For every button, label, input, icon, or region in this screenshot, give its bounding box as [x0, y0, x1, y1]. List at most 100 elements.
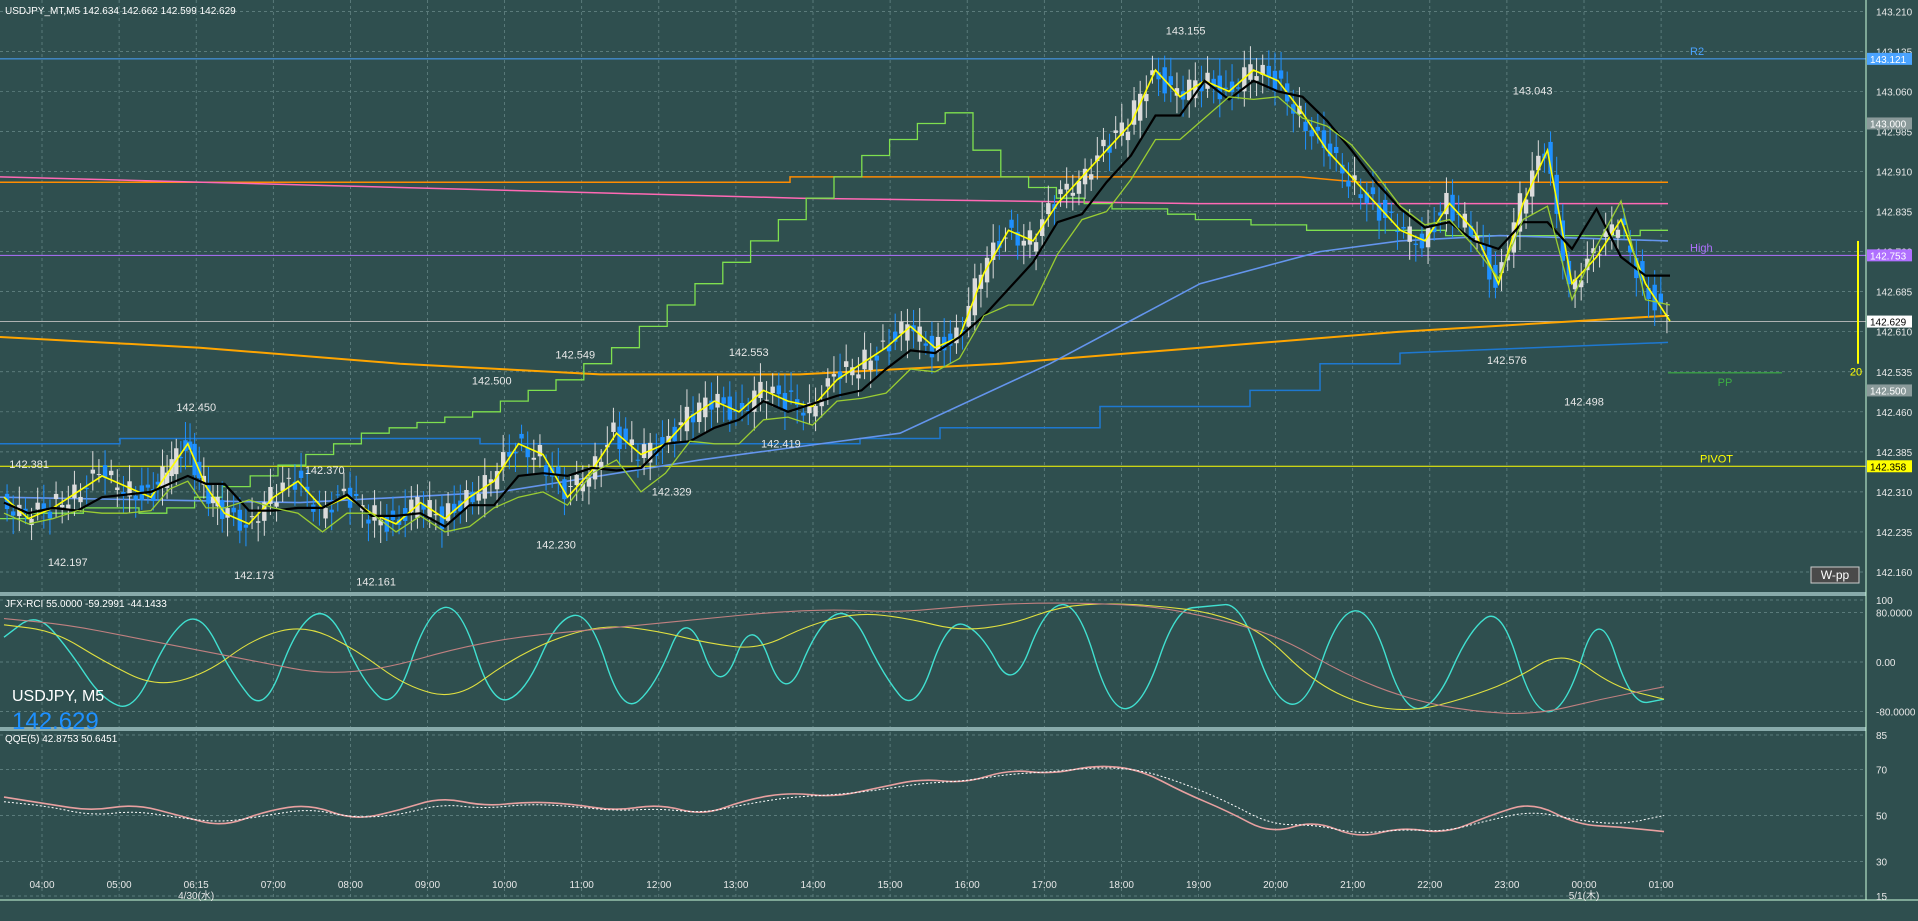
candle-body — [1413, 243, 1419, 245]
price-annotation: 142.381 — [9, 459, 49, 471]
price-annotation: 142.197 — [48, 557, 88, 569]
qqe-tick-label: 30 — [1876, 858, 1888, 869]
candle-body — [764, 399, 769, 401]
candle-body — [801, 412, 806, 416]
level-label: High — [1690, 242, 1713, 254]
candle-body — [684, 406, 690, 432]
rci-tick-label: 0.00 — [1876, 658, 1896, 669]
level-axis-text: 142.358 — [1870, 462, 1907, 473]
price-tick-label: 142.910 — [1876, 168, 1913, 179]
date-label: 4/30(水) — [178, 890, 214, 902]
candle-body — [470, 491, 475, 503]
candle-body — [1566, 260, 1572, 285]
candle-body — [997, 240, 1002, 248]
candle-body — [1291, 104, 1296, 114]
price-annotation: 142.173 — [234, 570, 274, 582]
candle-body — [1174, 88, 1180, 96]
candle-body — [507, 451, 512, 457]
candle-body — [1272, 70, 1278, 92]
axes: 04:00 05:00 06:15 07:00 08:00 09:00 10:00 11:00… — [29, 7, 1915, 903]
candle-body — [1107, 145, 1112, 153]
candle-body — [647, 442, 653, 463]
candle-body — [782, 393, 788, 412]
candle-body — [1438, 212, 1443, 216]
price-annotation: 142.498 — [1564, 397, 1604, 409]
time-tick-label: 12:00 — [646, 880, 671, 891]
candle-body — [1646, 287, 1651, 299]
candle-body — [513, 452, 518, 454]
candle-body — [41, 503, 47, 511]
candle-body — [1444, 192, 1449, 215]
candle-body — [160, 466, 165, 488]
candle-body — [574, 474, 579, 486]
axis-mark-text: 143.000 — [1870, 119, 1907, 130]
price-tick-label: 143.210 — [1876, 7, 1913, 18]
price-tick-label: 142.985 — [1876, 127, 1913, 138]
candle-body — [745, 409, 751, 412]
candle-body — [696, 402, 702, 423]
candle-body — [298, 470, 304, 478]
price-tick-label: 142.160 — [1876, 568, 1913, 579]
main-header: USDJPY_MT,M5 142.634 142.662 142.599 142… — [5, 6, 236, 17]
candle-body — [1315, 126, 1321, 131]
rci-header: JFX-RCI 55.0000 -59.2991 -44.1433 — [5, 599, 167, 610]
candle-body — [1640, 261, 1645, 281]
wpp-badge[interactable]: W-pp — [1821, 568, 1850, 582]
candle-body — [1615, 229, 1621, 238]
candle-body — [1052, 204, 1057, 210]
candle-body — [813, 405, 818, 417]
price-tick-label: 142.835 — [1876, 208, 1913, 219]
candle-body — [905, 324, 910, 341]
candle-body — [752, 390, 757, 412]
qqe-panel[interactable] — [3, 765, 1665, 836]
candle-body — [1150, 70, 1155, 76]
candle-body — [837, 371, 843, 379]
candle-body — [929, 335, 935, 358]
rci-panel[interactable] — [3, 602, 1665, 714]
wpp-badge-box[interactable] — [1810, 566, 1860, 584]
candle-body — [1046, 203, 1051, 215]
candle-body — [1658, 293, 1664, 304]
qqe-tick-label: 50 — [1876, 812, 1888, 823]
date-label: 5/1(木) — [1569, 890, 1600, 902]
panel-separator-1[interactable] — [0, 592, 1866, 596]
candle-body — [1064, 183, 1069, 190]
candle-body — [329, 509, 334, 513]
candle-body — [874, 355, 880, 361]
candle-body — [537, 444, 543, 457]
time-tick-label: 19:00 — [1186, 880, 1211, 891]
candle-body — [1364, 192, 1370, 204]
candle-body — [892, 331, 898, 342]
candle-body — [10, 511, 16, 516]
time-tick-label: 23:00 — [1494, 880, 1519, 891]
price-annotation: 142.553 — [729, 347, 769, 359]
candle-body — [1340, 164, 1345, 174]
price-tick-label: 142.610 — [1876, 328, 1913, 339]
candle-body — [586, 477, 592, 487]
time-tick-label: 20:00 — [1263, 880, 1288, 891]
candle-body — [133, 495, 138, 501]
candle-body — [899, 321, 904, 334]
candle-body — [1058, 189, 1063, 195]
qqe-tick-label: 70 — [1876, 766, 1888, 777]
candle-body — [1597, 254, 1602, 256]
candle-body — [4, 493, 10, 509]
pink-line — [0, 176, 1668, 205]
current-price-tag — [1867, 315, 1912, 328]
candle-body — [1211, 78, 1216, 88]
candle-body — [1395, 231, 1400, 233]
candle-body — [1229, 81, 1235, 93]
candle-body — [341, 488, 347, 492]
level-axis-text: 142.753 — [1870, 251, 1907, 262]
candle-body — [660, 437, 665, 448]
candle-body — [59, 504, 65, 508]
level-axis-tag — [1867, 249, 1912, 262]
level-axis-text: 143.121 — [1870, 55, 1907, 66]
candle-body — [335, 494, 341, 496]
time-tick-label: 06:15 — [184, 880, 209, 891]
panel-separator-2[interactable] — [0, 727, 1866, 731]
price-annotation: 142.549 — [555, 349, 595, 361]
main-price-panel[interactable]: R2 High PP PIVOT 142.381 142.197 142.450 142.17… — [0, 26, 1866, 589]
candle-body — [1303, 121, 1308, 131]
